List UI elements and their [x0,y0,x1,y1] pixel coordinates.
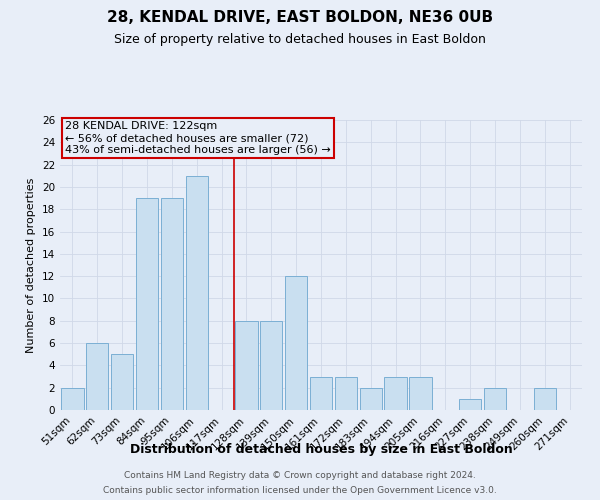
Text: Contains public sector information licensed under the Open Government Licence v3: Contains public sector information licen… [103,486,497,495]
Bar [136,198,158,410]
Bar [161,198,183,410]
Text: 28 KENDAL DRIVE: 122sqm
← 56% of detached houses are smaller (72)
43% of semi-de: 28 KENDAL DRIVE: 122sqm ← 56% of detache… [65,122,331,154]
Bar [235,321,257,410]
Bar [484,388,506,410]
Text: 28, KENDAL DRIVE, EAST BOLDON, NE36 0UB: 28, KENDAL DRIVE, EAST BOLDON, NE36 0UB [107,10,493,25]
Bar [111,354,133,410]
Bar [310,376,332,410]
Text: Distribution of detached houses by size in East Boldon: Distribution of detached houses by size … [130,442,512,456]
Bar [359,388,382,410]
Bar [285,276,307,410]
Bar [533,388,556,410]
Bar [185,176,208,410]
Y-axis label: Number of detached properties: Number of detached properties [26,178,37,352]
Bar [260,321,283,410]
Text: Contains HM Land Registry data © Crown copyright and database right 2024.: Contains HM Land Registry data © Crown c… [124,471,476,480]
Bar [459,399,481,410]
Bar [385,376,407,410]
Text: Size of property relative to detached houses in East Boldon: Size of property relative to detached ho… [114,32,486,46]
Bar [335,376,357,410]
Bar [61,388,83,410]
Bar [409,376,431,410]
Bar [86,343,109,410]
